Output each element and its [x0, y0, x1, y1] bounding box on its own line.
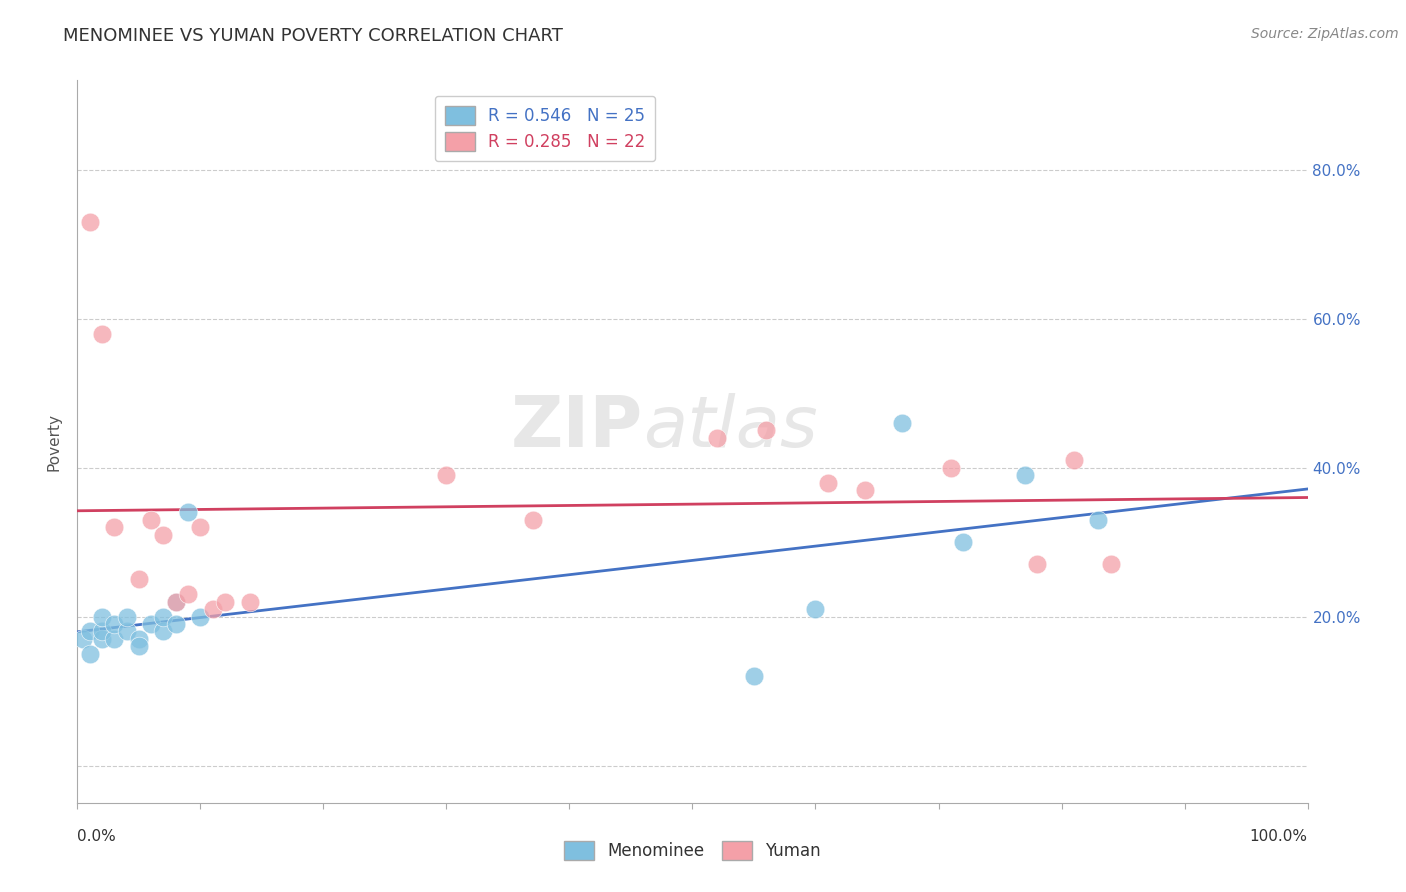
Point [177, 505, 200, 519]
Point [1087, 513, 1109, 527]
Point [72, 632, 94, 646]
Point [128, 632, 150, 646]
Point [165, 595, 187, 609]
Point [742, 669, 765, 683]
Point [90, 624, 114, 639]
Point [165, 595, 187, 609]
Point [201, 602, 224, 616]
Point [890, 416, 912, 430]
Point [152, 527, 174, 541]
Point [152, 624, 174, 639]
Point [165, 617, 187, 632]
Point [79, 215, 101, 229]
Point [141, 513, 163, 527]
Point [239, 595, 262, 609]
Point [706, 431, 728, 445]
Point [128, 640, 150, 654]
Point [804, 602, 827, 616]
Text: 100.0%: 100.0% [1250, 829, 1308, 844]
Point [128, 572, 150, 586]
Point [115, 624, 138, 639]
Point [1014, 468, 1036, 483]
Point [522, 513, 544, 527]
Point [79, 647, 101, 661]
Text: atlas: atlas [644, 392, 818, 461]
Point [853, 483, 876, 497]
Text: MENOMINEE VS YUMAN POVERTY CORRELATION CHART: MENOMINEE VS YUMAN POVERTY CORRELATION C… [63, 27, 564, 45]
Y-axis label: Poverty: Poverty [46, 412, 62, 471]
Point [103, 520, 125, 534]
Point [152, 609, 174, 624]
Point [90, 326, 114, 341]
Point [939, 460, 962, 475]
Point [90, 632, 114, 646]
Point [79, 624, 101, 639]
Point [188, 520, 212, 534]
Point [115, 609, 138, 624]
Point [103, 617, 125, 632]
Point [1026, 558, 1049, 572]
Text: 0.0%: 0.0% [77, 829, 117, 844]
Point [1063, 453, 1085, 467]
Point [436, 468, 458, 483]
Point [817, 475, 839, 490]
Point [177, 587, 200, 601]
Point [90, 609, 114, 624]
Legend: Menominee, Yuman: Menominee, Yuman [558, 834, 827, 867]
Text: Source: ZipAtlas.com: Source: ZipAtlas.com [1251, 27, 1399, 41]
Point [952, 535, 974, 549]
Point [755, 423, 778, 437]
Text: ZIP: ZIP [510, 392, 644, 461]
Point [188, 609, 212, 624]
Point [214, 595, 236, 609]
Point [1099, 558, 1122, 572]
Point [141, 617, 163, 632]
Point [103, 632, 125, 646]
